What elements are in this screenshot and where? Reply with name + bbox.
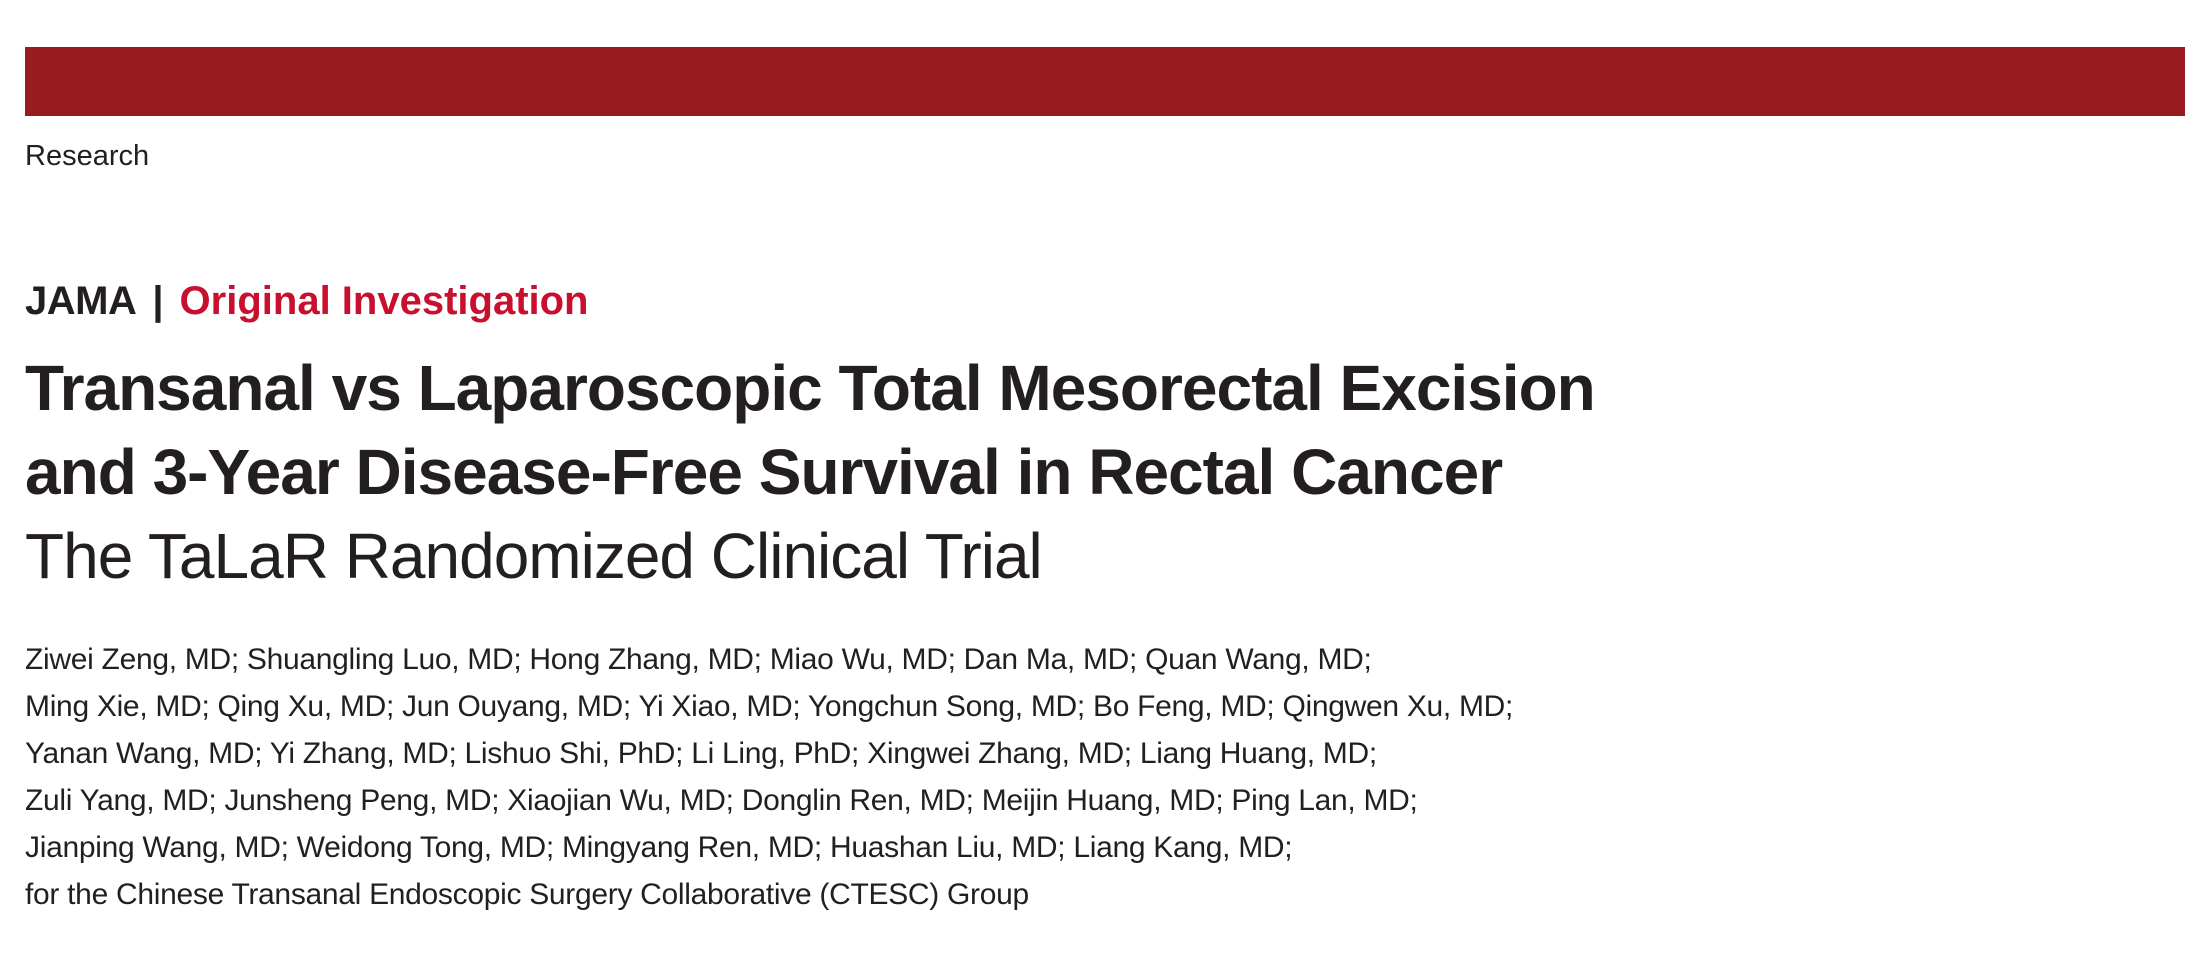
journal-divider: |: [152, 279, 164, 323]
article-type: Original Investigation: [179, 279, 589, 323]
title-line: and 3-Year Disease-Free Survival in Rect…: [25, 436, 1503, 508]
section-label: Research: [25, 140, 150, 172]
title-line: Transanal vs Laparoscopic Total Mesorect…: [25, 352, 1596, 424]
journal-name: JAMA: [25, 279, 137, 323]
journal-header-bar: [25, 47, 2185, 116]
author-list: Ziwei Zeng, MD; Shuangling Luo, MD; Hong…: [25, 636, 1725, 918]
author-line: Zuli Yang, MD; Junsheng Peng, MD; Xiaoji…: [25, 784, 1418, 817]
article-title: Transanal vs Laparoscopic Total Mesorect…: [25, 346, 1725, 598]
author-line: Jianping Wang, MD; Weidong Tong, MD; Min…: [25, 831, 1293, 864]
author-line: Yanan Wang, MD; Yi Zhang, MD; Lishuo Shi…: [25, 737, 1377, 770]
journal-line: JAMA | Original Investigation: [25, 276, 589, 326]
author-line: Ming Xie, MD; Qing Xu, MD; Jun Ouyang, M…: [25, 690, 1514, 723]
author-line: Ziwei Zeng, MD; Shuangling Luo, MD; Hong…: [25, 643, 1372, 676]
group-author-line: for the Chinese Transanal Endoscopic Sur…: [25, 878, 1029, 911]
article-subtitle: The TaLaR Randomized Clinical Trial: [25, 520, 1043, 592]
